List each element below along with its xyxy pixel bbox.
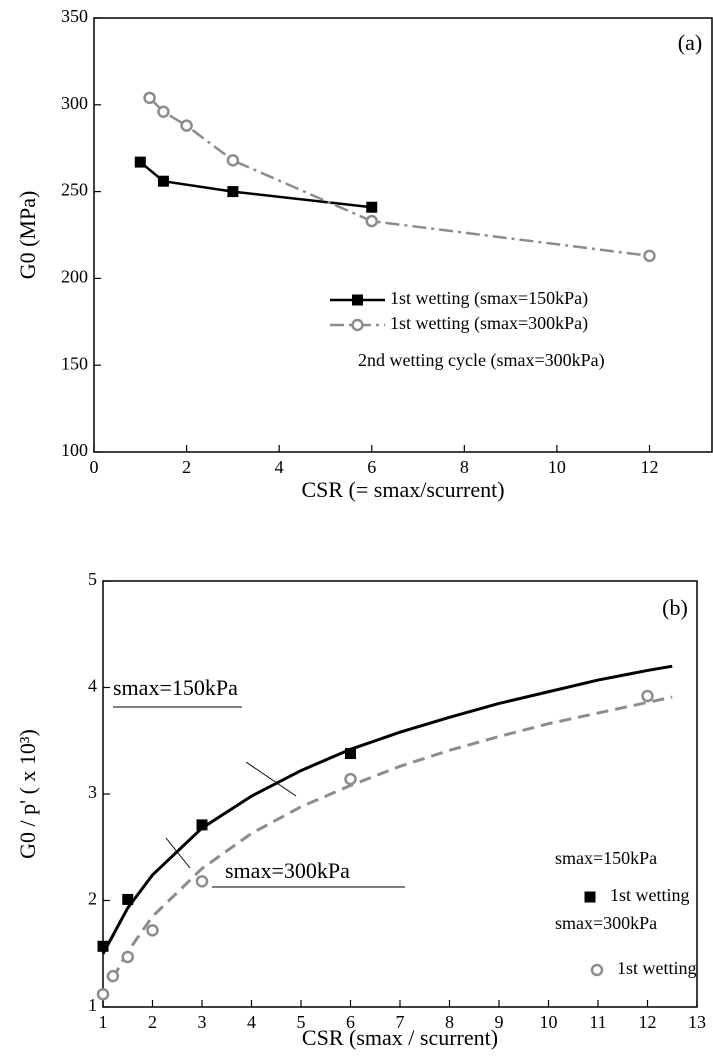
panel-label: (b) (662, 595, 688, 620)
series-line (139, 161, 372, 209)
y-tick-label: 150 (61, 353, 88, 373)
x-tick-label: 6 (346, 1012, 355, 1032)
legend-label: 1st wetting (617, 958, 697, 978)
x-tick-label: 10 (548, 457, 566, 477)
x-tick-label: 12 (641, 457, 659, 477)
marker (195, 875, 209, 888)
x-tick-label: 2 (148, 1012, 157, 1032)
legend-label: 1st wetting (smax=300kPa) (390, 313, 588, 334)
marker (366, 201, 378, 213)
y-tick-label: 250 (61, 180, 88, 200)
legend-label: 1st wetting (610, 885, 690, 905)
y-tick-label: 5 (88, 569, 97, 589)
x-tick-label: 5 (297, 1012, 306, 1032)
marker (590, 963, 604, 977)
marker (196, 819, 208, 831)
y-tick-label: 100 (61, 440, 88, 460)
y-axis-label: G0 (MPa) (15, 191, 40, 280)
legend-note: 2nd wetting cycle (smax=300kPa) (358, 350, 605, 371)
plot-frame (102, 580, 698, 1008)
x-tick-label: 1 (99, 1012, 108, 1032)
x-tick-label: 13 (688, 1012, 706, 1032)
y-tick-label: 350 (61, 6, 88, 26)
marker (641, 689, 654, 703)
leader-arrow (165, 837, 191, 869)
y-tick-label: 2 (88, 889, 97, 909)
marker (226, 154, 240, 167)
x-tick-label: 4 (247, 1012, 256, 1032)
y-tick-label: 1 (88, 995, 97, 1015)
marker (134, 156, 146, 168)
marker (96, 987, 110, 1001)
x-tick-label: 3 (198, 1012, 207, 1032)
legend-group: smax=300kPa (555, 913, 657, 933)
leader-arrow (245, 761, 297, 797)
y-tick-label: 300 (61, 93, 88, 113)
legend-group: smax=150kPa (555, 848, 657, 868)
x-axis-label: CSR (= smax/scurrent) (301, 477, 504, 502)
x-tick-label: 2 (182, 457, 191, 477)
marker (351, 318, 364, 332)
curve-label: smax=150kPa (113, 675, 238, 700)
marker (584, 891, 596, 903)
marker (352, 294, 363, 306)
marker (345, 748, 356, 760)
marker (143, 91, 156, 105)
x-tick-label: 4 (275, 457, 284, 477)
x-tick-label: 10 (540, 1012, 558, 1032)
marker (180, 119, 193, 132)
y-tick-label: 200 (61, 267, 88, 287)
marker (227, 186, 239, 198)
x-tick-label: 11 (589, 1012, 606, 1032)
x-tick-label: 9 (495, 1012, 504, 1032)
marker (365, 214, 379, 228)
series-line (101, 664, 673, 955)
marker (643, 249, 656, 263)
x-tick-label: 12 (639, 1012, 657, 1032)
y-tick-label: 3 (88, 782, 97, 802)
marker (344, 772, 357, 786)
x-tick-label: 0 (90, 457, 99, 477)
x-tick-label: 8 (460, 457, 469, 477)
y-axis-label: G0 / p' ( x 10³) (15, 729, 40, 859)
marker (157, 105, 170, 118)
marker (122, 893, 134, 905)
legend-label: 1st wetting (smax=150kPa) (390, 288, 588, 309)
plot-frame (93, 17, 713, 453)
series-line (111, 695, 673, 979)
series-line (148, 96, 650, 258)
panel-label: (a) (678, 30, 702, 55)
x-axis-label: CSR (smax / scurrent) (302, 1025, 498, 1050)
marker (97, 940, 109, 952)
x-tick-label: 8 (445, 1012, 454, 1032)
x-tick-label: 7 (396, 1012, 405, 1032)
curve-label: smax=300kPa (225, 858, 350, 883)
marker (121, 950, 134, 964)
y-tick-label: 4 (88, 676, 97, 696)
x-tick-label: 6 (367, 457, 376, 477)
marker (106, 969, 120, 983)
marker (146, 924, 159, 937)
marker (157, 175, 169, 187)
